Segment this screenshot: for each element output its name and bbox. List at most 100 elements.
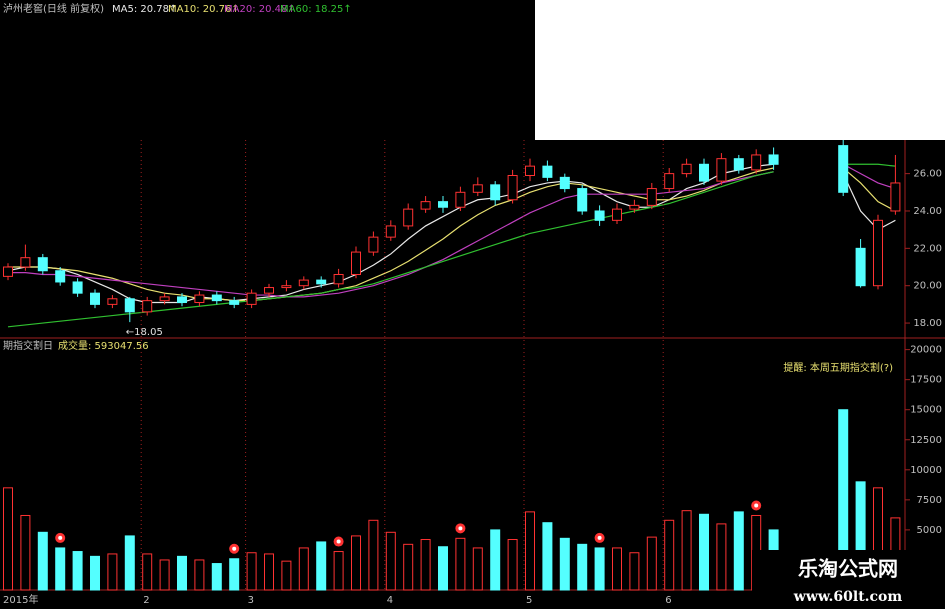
volume-bar [37,531,48,591]
volume-bar [716,523,727,591]
volume-bar [612,547,622,591]
y-tick-label: 26.00 [913,169,942,180]
volume-bar [681,510,692,591]
y-tick-label: 18.00 [913,318,942,329]
candle-body [577,188,588,212]
delivery-marker-dot [754,503,759,508]
volume-bar [55,547,66,591]
volume-bar [3,487,13,591]
candle-body [855,247,866,287]
volume-bar [72,551,83,591]
volume-bar [124,535,135,591]
volume-bar [246,552,257,591]
x-tick-label: 4 [387,595,393,606]
legend-entry: 成交量: 593047.56 [58,339,149,352]
candle-body [490,184,501,201]
candle-body [194,294,205,304]
y-tick-label: 20000 [910,345,942,356]
candle-body [229,300,240,305]
delivery-marker-dot [597,535,602,540]
volume-bar [664,519,675,591]
volume-bar [629,552,640,591]
y-tick-label: 15000 [910,405,942,416]
legend-entry: MA20: 20.48↑ [224,4,296,15]
volume-bar [281,560,292,591]
candle-body [873,219,883,287]
candle-body [316,279,327,285]
volume-bar [351,535,361,591]
candle-body [455,191,466,208]
volume-bar [107,553,118,591]
ma-line [7,163,896,328]
volume-bar [20,514,31,591]
candle-body [90,292,100,305]
volume-bar [733,511,744,591]
volume-bar [368,519,379,591]
volume-bar [438,546,448,591]
price-panel [3,140,901,328]
volume-bar [542,522,553,591]
overlay: 2015年2345618.0020.0022.0024.0026.0025005… [3,4,942,606]
panel-title: 期指交割日 [3,339,53,352]
watermark-title: 乐淘公式网 [798,557,898,581]
y-tick-label: 17500 [910,375,942,386]
candle-body [142,300,153,313]
y-tick-label: 5000 [917,525,942,536]
volume-bar [646,536,657,591]
candle-body [124,298,135,313]
volume-bar [525,511,535,591]
volume-bar [507,539,518,591]
volume-bar [229,558,240,591]
delivery-marker-dot [58,535,63,540]
y-tick-label: 12500 [910,435,942,446]
candle-body [681,163,692,175]
x-tick-label: 6 [665,595,671,606]
candle-body [507,174,518,201]
candle-body [368,236,379,253]
candle-body [768,154,779,165]
volume-bar [142,553,153,591]
candle-body [890,182,901,212]
watermark: 乐淘公式网 www.60lt.com [752,550,945,609]
watermark-url: www.60lt.com [793,589,903,605]
legend-entry: MA60: 18.25↑ [280,4,352,15]
volume-bar [90,555,100,591]
y-tick-label: 24.00 [913,206,942,217]
blank-area [535,0,945,140]
volume-bar [177,555,187,591]
candle-body [298,279,309,287]
y-tick-label: 10000 [910,465,942,476]
candle-body [716,158,727,182]
candle-body [542,165,553,178]
y-tick-label: 22.00 [913,243,942,254]
delivery-marker-dot [232,546,237,551]
candle-body [55,270,66,283]
volume-bar [577,543,588,591]
ma-line [7,163,896,304]
candle-body [472,184,483,193]
volume-bar [490,529,501,591]
candle-body [438,201,448,208]
volume-bar [316,541,327,591]
candle-body [525,165,535,176]
volume-bar [264,553,274,591]
candle-body [646,188,657,206]
y-tick-label: 20.00 [913,281,942,292]
volume-bar [594,547,605,591]
ma-line [8,167,896,302]
candle-body [838,145,849,193]
x-tick-label: 3 [248,595,254,606]
candle-body [699,163,709,182]
annotation: 提醒: 本周五期指交割(?) [783,361,893,374]
delivery-marker-dot [336,539,341,544]
candle-body [72,281,83,294]
candle-body [420,201,431,210]
x-tick-label: 5 [526,595,532,606]
volume-bar [559,537,570,591]
volume-bar [333,551,344,591]
candle-body [20,257,31,268]
volume-bar [194,559,205,591]
candle-body [37,257,48,272]
candle-body [159,296,170,302]
